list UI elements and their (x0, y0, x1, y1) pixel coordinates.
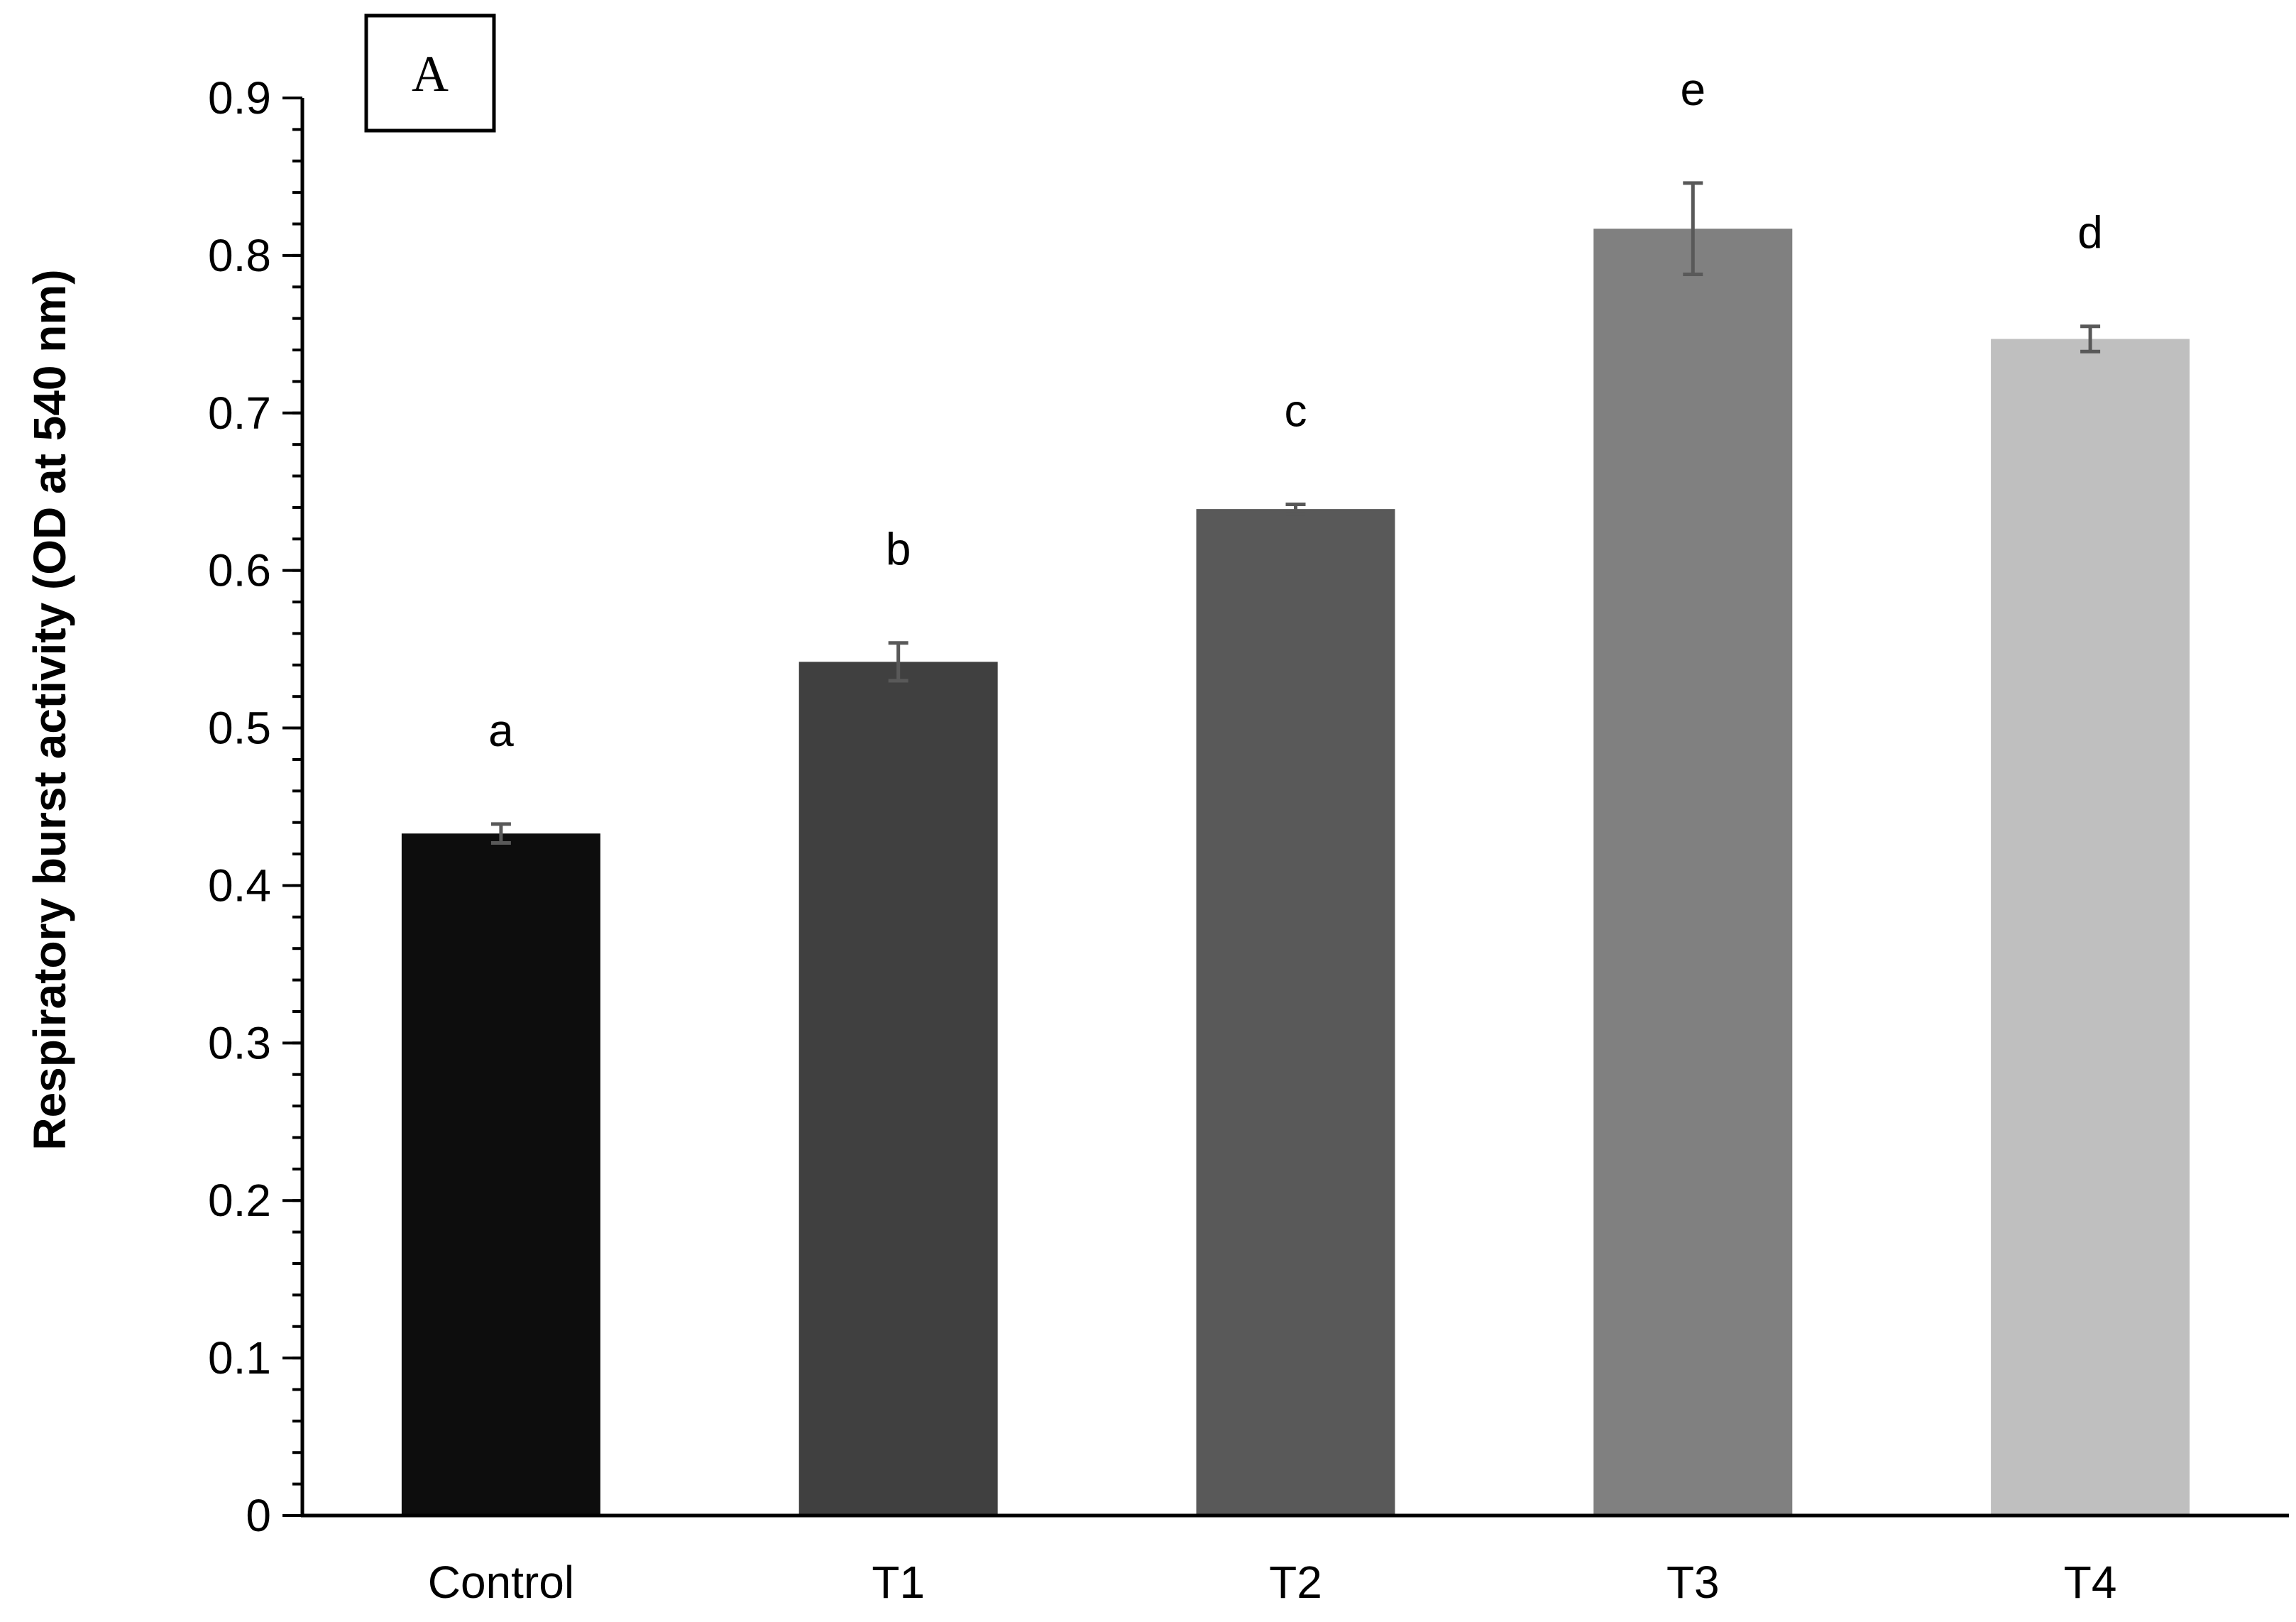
bar (798, 662, 998, 1516)
x-tick-label: T3 (1666, 1557, 1720, 1608)
panel-label: A (412, 45, 449, 102)
y-tick-label: 0.6 (208, 545, 271, 596)
bar (1196, 509, 1395, 1516)
significance-letter: d (2077, 207, 2103, 258)
significance-letter: b (886, 524, 911, 575)
bar (401, 833, 600, 1516)
y-tick-label: 0.2 (208, 1175, 271, 1226)
significance-letter: a (488, 705, 514, 756)
x-tick-label: T4 (2064, 1557, 2117, 1608)
significance-letter: c (1285, 385, 1307, 436)
x-tick-label: T2 (1269, 1557, 1322, 1608)
y-tick-label: 0.4 (208, 860, 271, 911)
y-tick-label: 0 (246, 1490, 271, 1541)
x-tick-label: Control (428, 1557, 574, 1608)
y-tick-label: 0.8 (208, 230, 271, 281)
x-tick-label: T1 (872, 1557, 925, 1608)
significance-letter: e (1681, 64, 1706, 115)
panel-label-box: A (364, 13, 496, 133)
y-tick-label: 0.3 (208, 1017, 271, 1068)
y-tick-label: 0.7 (208, 388, 271, 439)
y-tick-label: 0.9 (208, 72, 271, 124)
bar (1593, 229, 1793, 1516)
y-tick-label: 0.1 (208, 1332, 271, 1383)
y-axis-label: Respiratory burst activity (OD at 540 nm… (24, 269, 75, 1150)
bar (1991, 339, 2190, 1516)
y-tick-label: 0.5 (208, 703, 271, 754)
